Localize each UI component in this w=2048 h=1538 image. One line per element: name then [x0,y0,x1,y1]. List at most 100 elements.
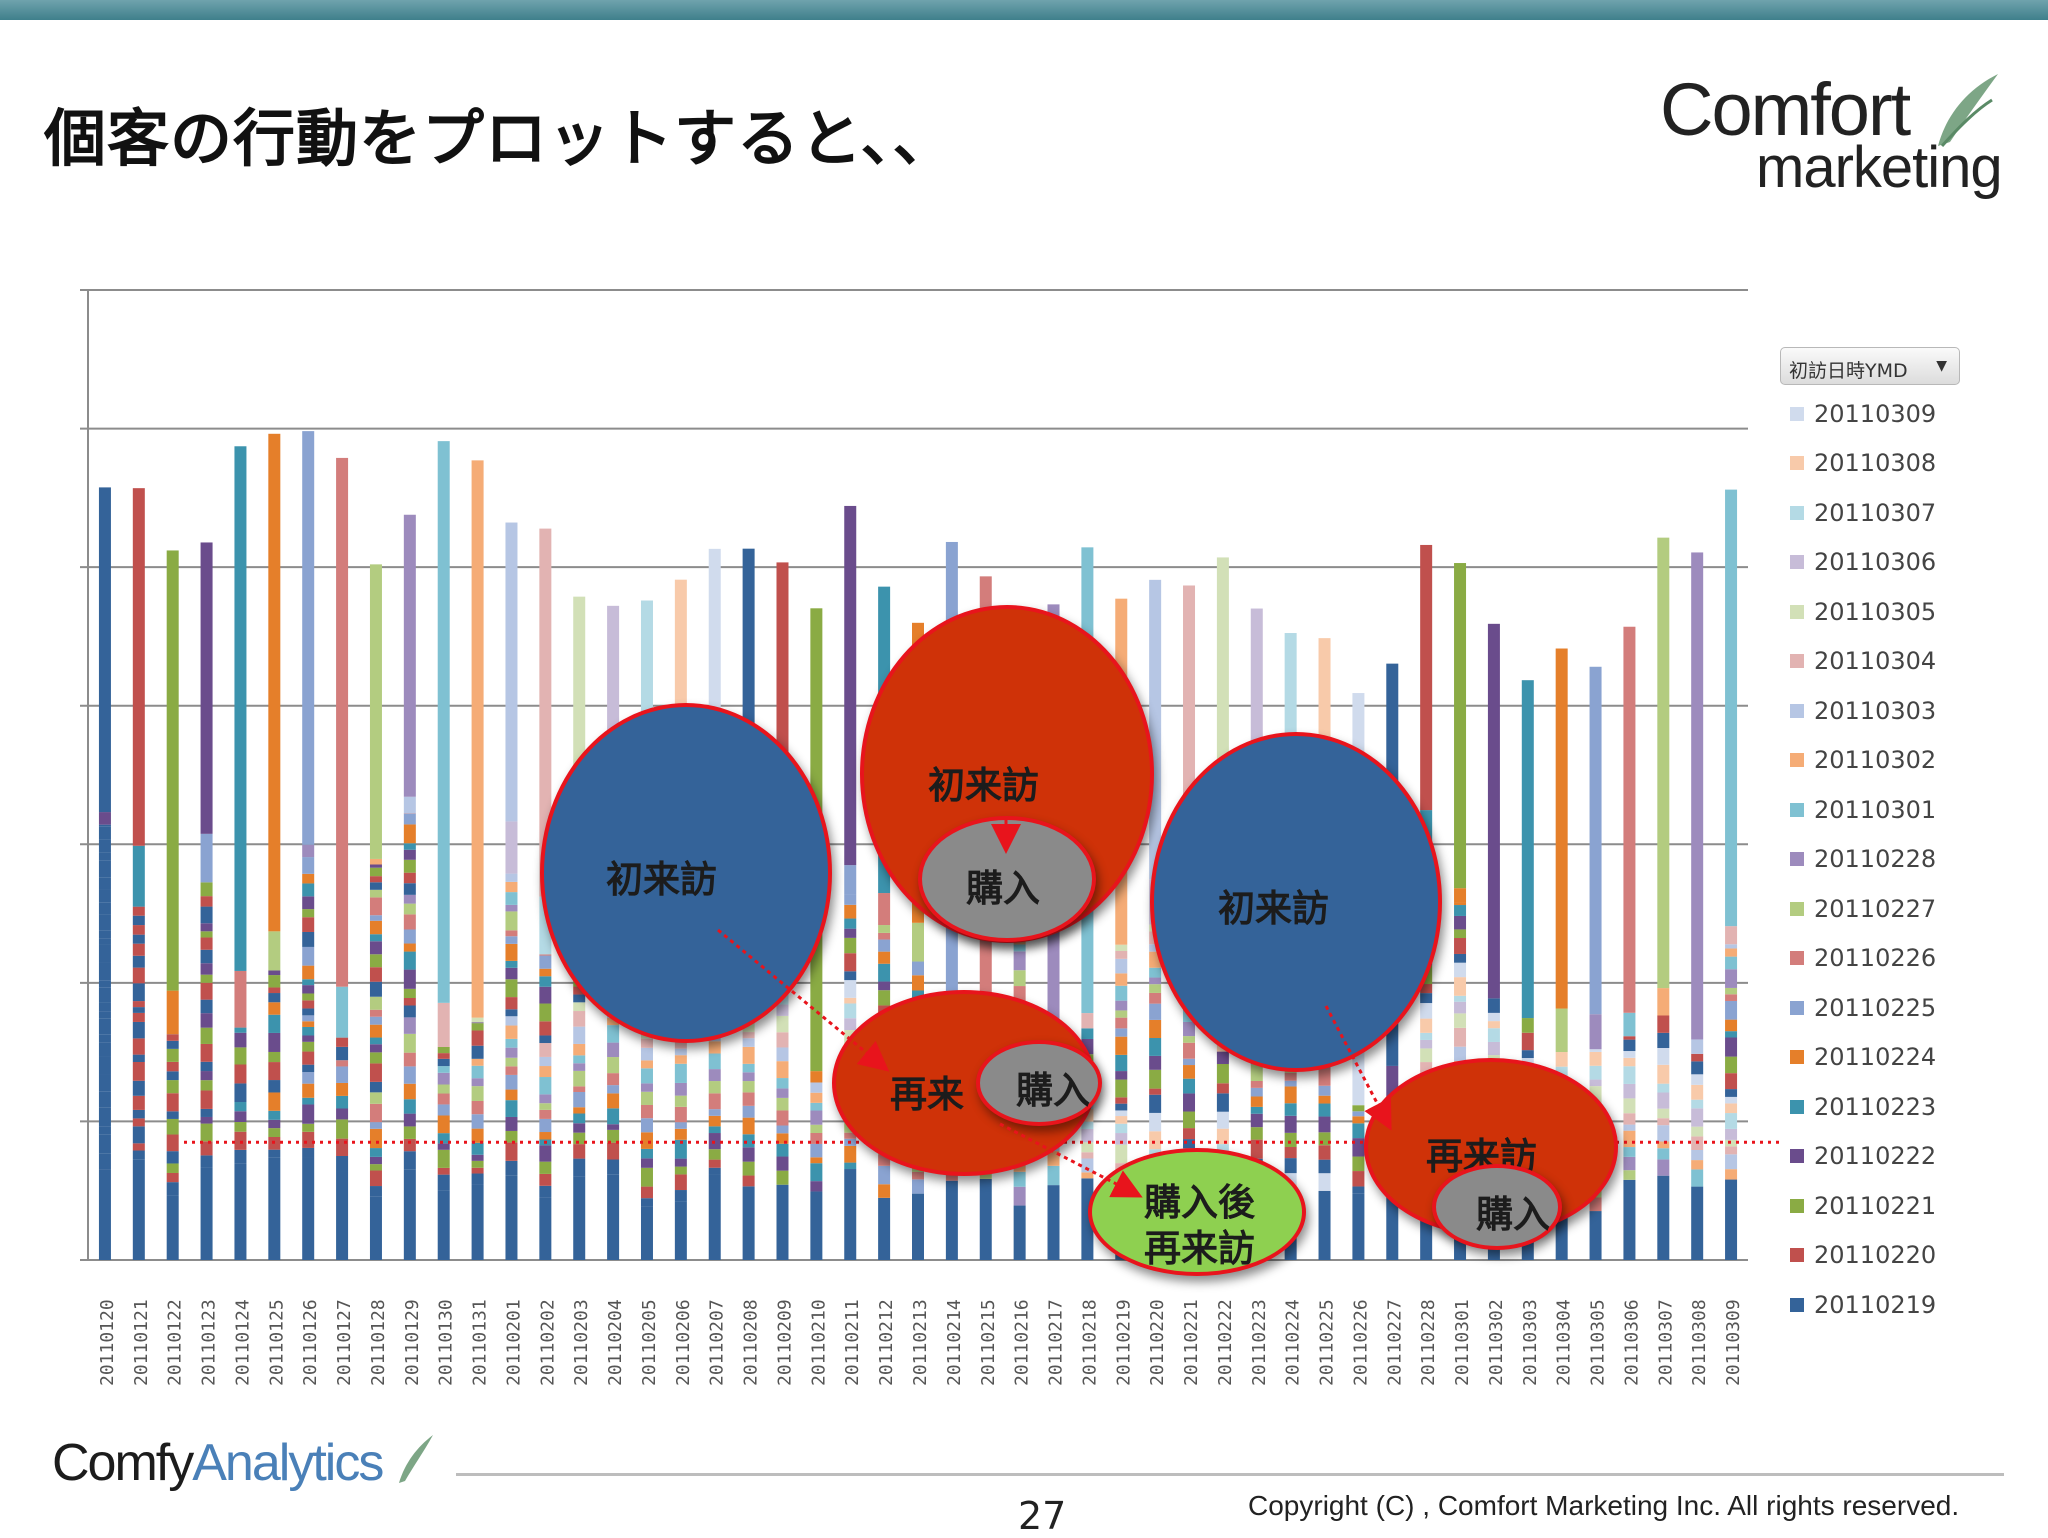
bar-segment [776,1061,788,1078]
bar-segment [743,1147,755,1161]
bar-segment [1522,1033,1534,1050]
bar-segment [99,1074,111,1091]
bar-segment [1657,1015,1669,1032]
legend-entry: 20110221 [1790,1181,2020,1231]
legend-swatch [1790,852,1804,866]
bar-segment [573,1044,585,1055]
bar-segment [675,1096,687,1107]
bar-segment [1623,1125,1635,1131]
bar-segment [370,934,382,941]
bar-segment [472,1174,484,1185]
legend-filter-dropdown[interactable]: 初訪日時YMD ▼ [1780,347,1960,385]
bar-segment [404,895,416,904]
bar-segment [133,907,145,916]
bar-segment [539,1132,551,1139]
bar-segment [438,1175,450,1190]
footer-divider [456,1473,2004,1476]
purchase-bubble-3: 購入 [1432,1164,1562,1250]
after-purchase-revisit-bubble: 購入後 再来訪 [1088,1148,1306,1276]
legend-swatch [1790,407,1804,421]
bar-segment [743,1032,755,1038]
x-tick-label: 20110124 [232,1299,253,1386]
bar-segment [607,1143,619,1160]
bar-segment [1454,902,1466,905]
bar-segment [133,1096,145,1110]
bar-segment [810,1163,822,1181]
x-tick-label: 20110127 [334,1299,355,1386]
x-tick-label: 20110129 [402,1299,423,1386]
bar-segment [675,1055,687,1064]
bar-segment [438,1047,450,1053]
bar-segment [370,915,382,921]
bar-segment [472,1078,484,1086]
bar-segment [336,1066,348,1082]
bar-segment [302,1065,314,1072]
bar-segment [1352,1123,1364,1138]
bar-segment [268,1015,280,1033]
bar-segment [302,1052,314,1065]
x-tick-label: 20110208 [741,1299,762,1386]
x-tick-label: 20110221 [1181,1299,1202,1386]
bar-segment [709,1126,721,1133]
bar-segment [776,1047,788,1061]
bar-segment [776,1110,788,1125]
x-tick-label: 20110209 [774,1299,795,1386]
bar-segment [1725,1146,1737,1154]
bar-segment [133,1151,145,1160]
purchase-bubble-1: 購入 [918,816,1096,942]
bar-segment [743,1047,755,1064]
bar-segment [1454,929,1466,938]
bar-segment [810,1181,822,1191]
x-tick-label: 20110205 [639,1299,660,1386]
bar-segment [776,1185,788,1260]
bar-segment [878,925,890,933]
legend-label: 20110303 [1814,697,1936,725]
bar-segment [1115,1028,1127,1036]
bar-segment [607,1073,619,1085]
bar-segment [1657,1141,1669,1148]
bar-segment [1014,1187,1026,1206]
bar-segment [302,985,314,993]
bar-segment [99,987,111,1002]
bar-segment [1149,1056,1161,1070]
bar-segment [1623,1147,1635,1157]
bar-segment [370,982,382,997]
bar-segment [878,1184,890,1198]
x-tick-label: 20110121 [131,1299,152,1386]
bar-segment [1488,1042,1500,1055]
bar-segment [1149,984,1161,993]
bar-segment [167,1111,179,1119]
bar-segment [201,1062,213,1071]
bar-segment [1014,1172,1026,1187]
bar-segment [810,1125,822,1133]
bar-segment [1454,1013,1466,1027]
bar-segment [641,1158,653,1167]
bar-segment [810,1144,822,1157]
bar-segment [505,882,517,892]
bar-segment [776,1144,788,1157]
bar-segment [201,950,213,963]
bar-segment [709,1168,721,1175]
bar-segment [946,1181,958,1260]
bar-segment [472,1101,484,1114]
x-tick-label: 20110125 [266,1299,287,1386]
bar-segment [1217,1093,1229,1111]
bar-segment [810,1071,822,1082]
bar-segment [505,1131,517,1142]
bar-segment [336,1038,348,1047]
bar-segment [1081,1142,1093,1152]
bar-segment [99,1169,111,1260]
legend-entry: 20110225 [1790,983,2020,1033]
legend-swatch [1790,803,1804,817]
bar-segment [438,1115,450,1133]
bar-segment [1454,888,1466,902]
bar-segment [438,1104,450,1115]
x-tick-label: 20110220 [1147,1299,1168,1386]
bar-segment [1014,944,1026,951]
bar-segment [234,446,246,971]
bar-segment [675,1049,687,1056]
bar-segment [472,1155,484,1161]
bar-segment [743,1092,755,1105]
bar-segment [1454,954,1466,963]
